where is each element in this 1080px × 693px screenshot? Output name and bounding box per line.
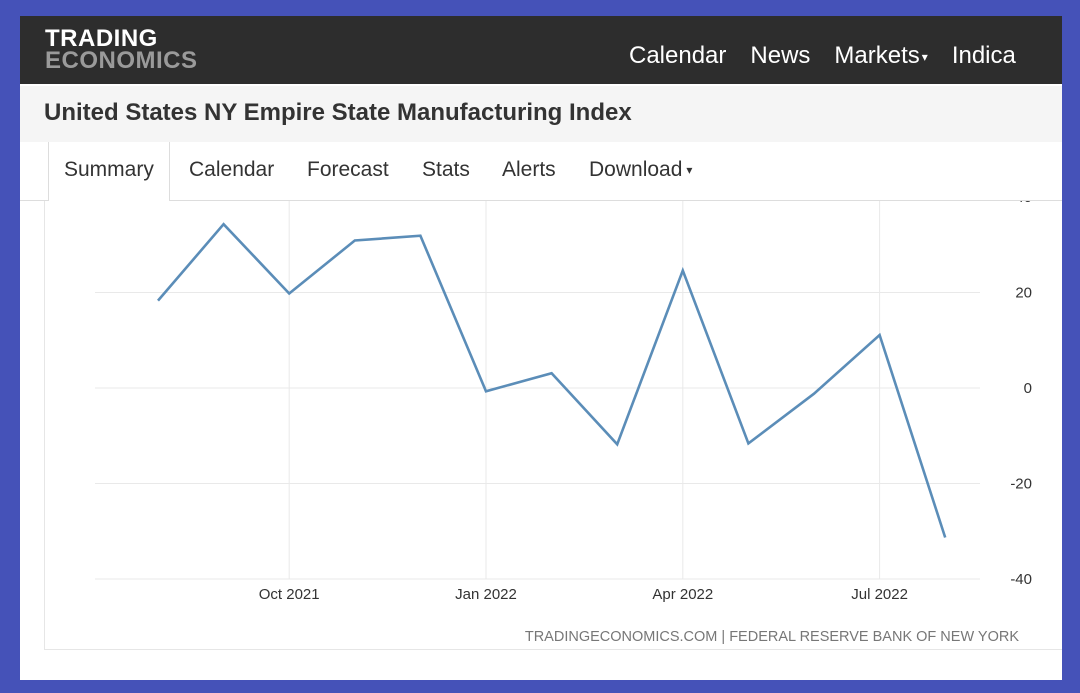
nav-link-markets-label: Markets xyxy=(834,42,920,69)
logo-top-text: TRADING xyxy=(45,25,158,52)
y-tick-label: 40 xyxy=(1015,201,1032,206)
tab-summary[interactable]: Summary xyxy=(48,142,170,201)
top-navbar: TRADING ECONOMICS Calendar News Markets ▾ In… xyxy=(20,16,1062,84)
title-bar: United States NY Empire State Manufactur… xyxy=(20,86,1062,143)
page-title: United States NY Empire State Manufactur… xyxy=(44,99,632,126)
line-chart: 40 20 0 -20 -40 Oct 2021 Jan 2022 Apr 2022 Jul 2… xyxy=(95,201,1032,645)
tab-download-label: Download xyxy=(589,158,683,181)
nav-link-calendar[interactable]: Calendar xyxy=(629,42,727,69)
nav-link-markets[interactable]: Markets ▾ xyxy=(834,42,927,70)
tab-forecast[interactable]: Forecast xyxy=(307,158,389,181)
app-frame: TRADING ECONOMICS Calendar News Markets ▾ In… xyxy=(20,16,1062,680)
trading-economics-logo[interactable]: TRADING ECONOMICS xyxy=(45,25,198,74)
y-tick-label: -40 xyxy=(1010,571,1032,588)
y-tick-label: 0 xyxy=(1024,380,1032,397)
y-tick-label: 20 xyxy=(1015,285,1032,302)
chart-source-text: TRADINGECONOMICS.COM | FEDERAL RESERVE B… xyxy=(525,629,1019,645)
logo-bottom-text: ECONOMICS xyxy=(45,47,198,74)
tab-calendar[interactable]: Calendar xyxy=(189,158,275,181)
nav-link-indicators[interactable]: Indica xyxy=(951,42,1016,69)
tab-download[interactable]: Download ▾ xyxy=(589,142,692,200)
nav-links: Calendar News Markets ▾ Indica xyxy=(629,42,1040,70)
chevron-down-icon: ▾ xyxy=(921,49,928,64)
chevron-down-icon: ▾ xyxy=(686,163,693,178)
tab-bar: Summary Calendar Forecast Stats Alerts D… xyxy=(20,142,1062,201)
x-tick-label: Apr 2022 xyxy=(652,586,713,603)
chart-container: 40 20 0 -20 -40 Oct 2021 Jan 2022 Apr 2022 Jul 2… xyxy=(44,201,1062,650)
nav-link-news[interactable]: News xyxy=(750,42,811,69)
tab-stats[interactable]: Stats xyxy=(422,158,470,181)
x-tick-label: Jan 2022 xyxy=(455,586,517,603)
x-tick-label: Oct 2021 xyxy=(259,586,320,603)
y-tick-label: -20 xyxy=(1010,476,1032,493)
series-line xyxy=(157,222,947,538)
x-tick-label: Jul 2022 xyxy=(851,586,908,603)
tab-alerts[interactable]: Alerts xyxy=(502,158,556,181)
